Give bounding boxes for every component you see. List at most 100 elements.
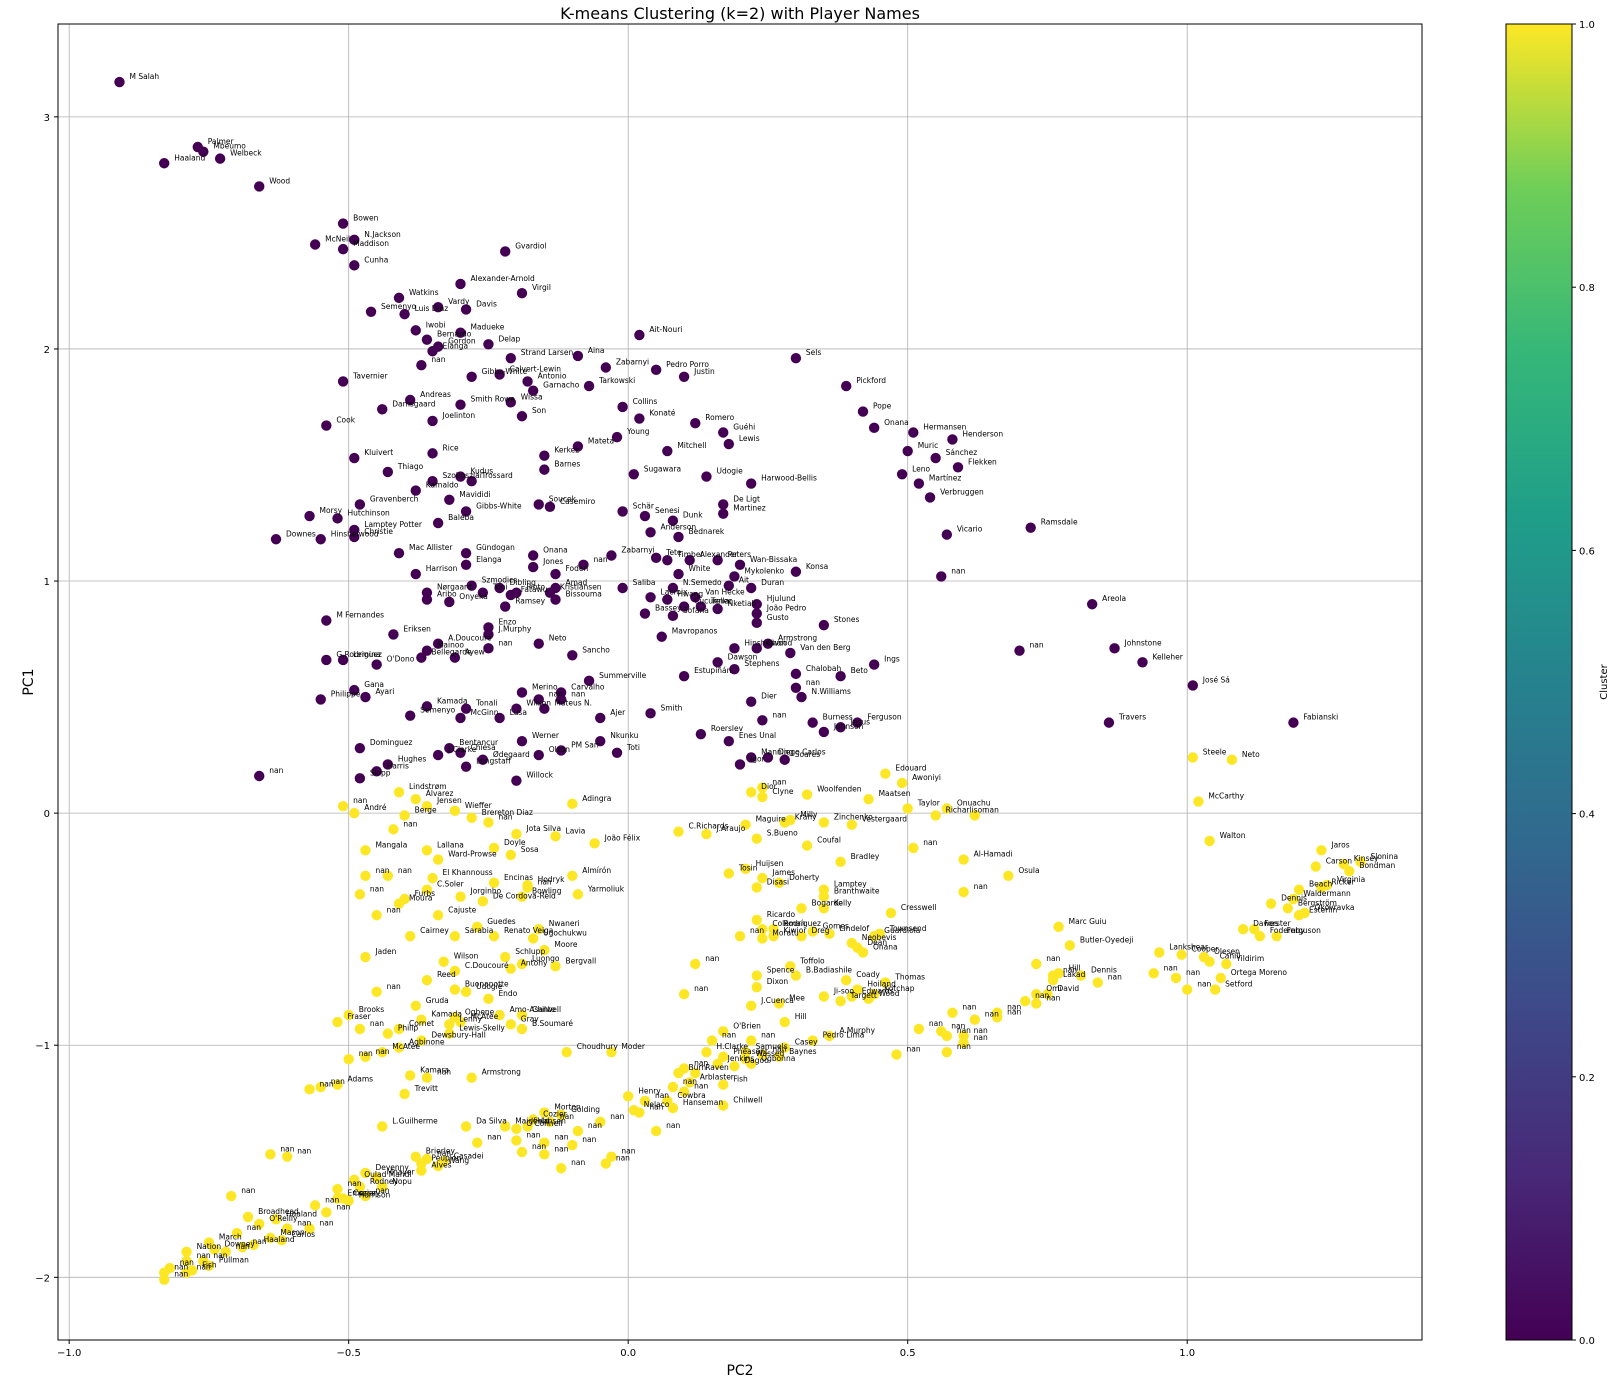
point-label: Golding (571, 1105, 600, 1114)
data-point (606, 1046, 617, 1058)
point-label: Areola (1102, 594, 1126, 603)
point-label: Bowen (353, 214, 378, 223)
data-point (824, 928, 835, 940)
point-label: Sugawara (644, 464, 681, 473)
point-label: Bondman (1359, 861, 1395, 870)
point-label: nan (1007, 1007, 1021, 1016)
point-label: Manning (761, 747, 793, 756)
point-label: Watkins (409, 288, 439, 297)
point-label: Fabianski (1303, 713, 1338, 722)
point-label: Gruda (426, 996, 449, 1005)
point-label: nan (554, 1133, 568, 1142)
data-point (1204, 835, 1215, 847)
data-point (857, 406, 869, 417)
data-point (270, 534, 282, 545)
data-point (494, 1009, 505, 1021)
data-point (304, 510, 315, 522)
point-label: Mitchell (677, 441, 706, 450)
point-label: Ugochukwu (543, 928, 587, 937)
point-label: Bellegarde (431, 648, 472, 657)
data-point (1047, 975, 1059, 986)
colorbar-tick-label: 0.4 (1579, 810, 1595, 821)
point-label: Marc Guiu (1069, 917, 1107, 926)
data-point (595, 735, 606, 747)
x-tick-label: −1.0 (57, 1348, 81, 1359)
point-label: Bowling (532, 887, 562, 896)
point-label: O'Connell (526, 1119, 562, 1128)
point-label: Nwaneri (549, 919, 580, 928)
data-point (785, 814, 796, 826)
point-label: Nelaco (644, 1100, 670, 1109)
point-label: Gvardiol (515, 241, 546, 250)
data-point (539, 1149, 550, 1160)
data-point (360, 691, 371, 703)
point-label: McCarthy (1208, 792, 1244, 801)
data-point (444, 1019, 455, 1030)
point-label: Lewis (739, 434, 760, 443)
point-label: Bernardo (437, 330, 472, 339)
data-point (432, 517, 444, 529)
data-point (304, 1223, 315, 1234)
data-point (807, 1035, 818, 1046)
data-point (511, 1135, 522, 1146)
point-label: nan (560, 1112, 574, 1121)
data-point (885, 907, 897, 919)
data-point (416, 652, 427, 663)
point-label: Gusto (767, 613, 789, 622)
point-label: nan (593, 555, 607, 564)
data-point (684, 554, 695, 566)
data-point (304, 1084, 315, 1095)
data-point (712, 1058, 723, 1070)
data-point (785, 961, 796, 972)
point-label: nan (750, 926, 764, 935)
point-label: Edouard (895, 764, 926, 773)
point-label: S.Bueno (767, 829, 798, 838)
data-point (751, 617, 762, 629)
point-label: nan (174, 1270, 188, 1279)
point-label: Bassey (655, 604, 682, 613)
point-label: Morton (554, 1103, 581, 1112)
point-label: Buonanotte (465, 980, 509, 989)
point-label: nan (929, 1019, 943, 1028)
data-point (645, 592, 656, 603)
point-label: Flekken (968, 457, 997, 466)
point-label: Targett (850, 991, 877, 1000)
point-label: Omi (1046, 984, 1061, 993)
data-point (824, 1030, 835, 1042)
point-label: Onuachu (957, 798, 991, 807)
point-label: Olson (549, 745, 570, 754)
point-label: Ramsdale (1041, 518, 1078, 527)
point-label: Cooper (1192, 945, 1220, 954)
point-label: Bissouma (566, 590, 602, 599)
point-label: Tosin (738, 863, 758, 872)
data-point (550, 568, 561, 580)
data-point (511, 1123, 522, 1134)
point-label: Hughes (398, 754, 427, 763)
point-label: Kotchap (884, 984, 915, 993)
point-label: M Salah (129, 72, 159, 81)
point-label: Dior (761, 782, 777, 791)
data-point (723, 580, 735, 591)
data-point (740, 819, 751, 830)
data-point (254, 770, 265, 782)
data-point (533, 638, 544, 649)
point-label: Henderson (962, 429, 1003, 438)
data-point (852, 717, 863, 728)
point-label: Longstaff (476, 757, 512, 766)
point-label: Tarkowski (598, 376, 635, 385)
data-point (209, 1244, 220, 1255)
point-label: nan (951, 566, 965, 575)
data-point (237, 1241, 248, 1253)
data-point (371, 659, 382, 670)
point-label: Diego Carlos (778, 747, 826, 756)
point-label: nan (197, 1251, 211, 1260)
point-label: nan (957, 1026, 971, 1035)
data-point (494, 369, 505, 380)
data-point (723, 438, 735, 450)
point-label: Encinas (504, 873, 533, 882)
data-point (1282, 903, 1294, 914)
point-label: Casey (795, 1038, 818, 1047)
point-label: Kamaldo (426, 481, 459, 490)
point-label: Thiago (397, 462, 424, 471)
